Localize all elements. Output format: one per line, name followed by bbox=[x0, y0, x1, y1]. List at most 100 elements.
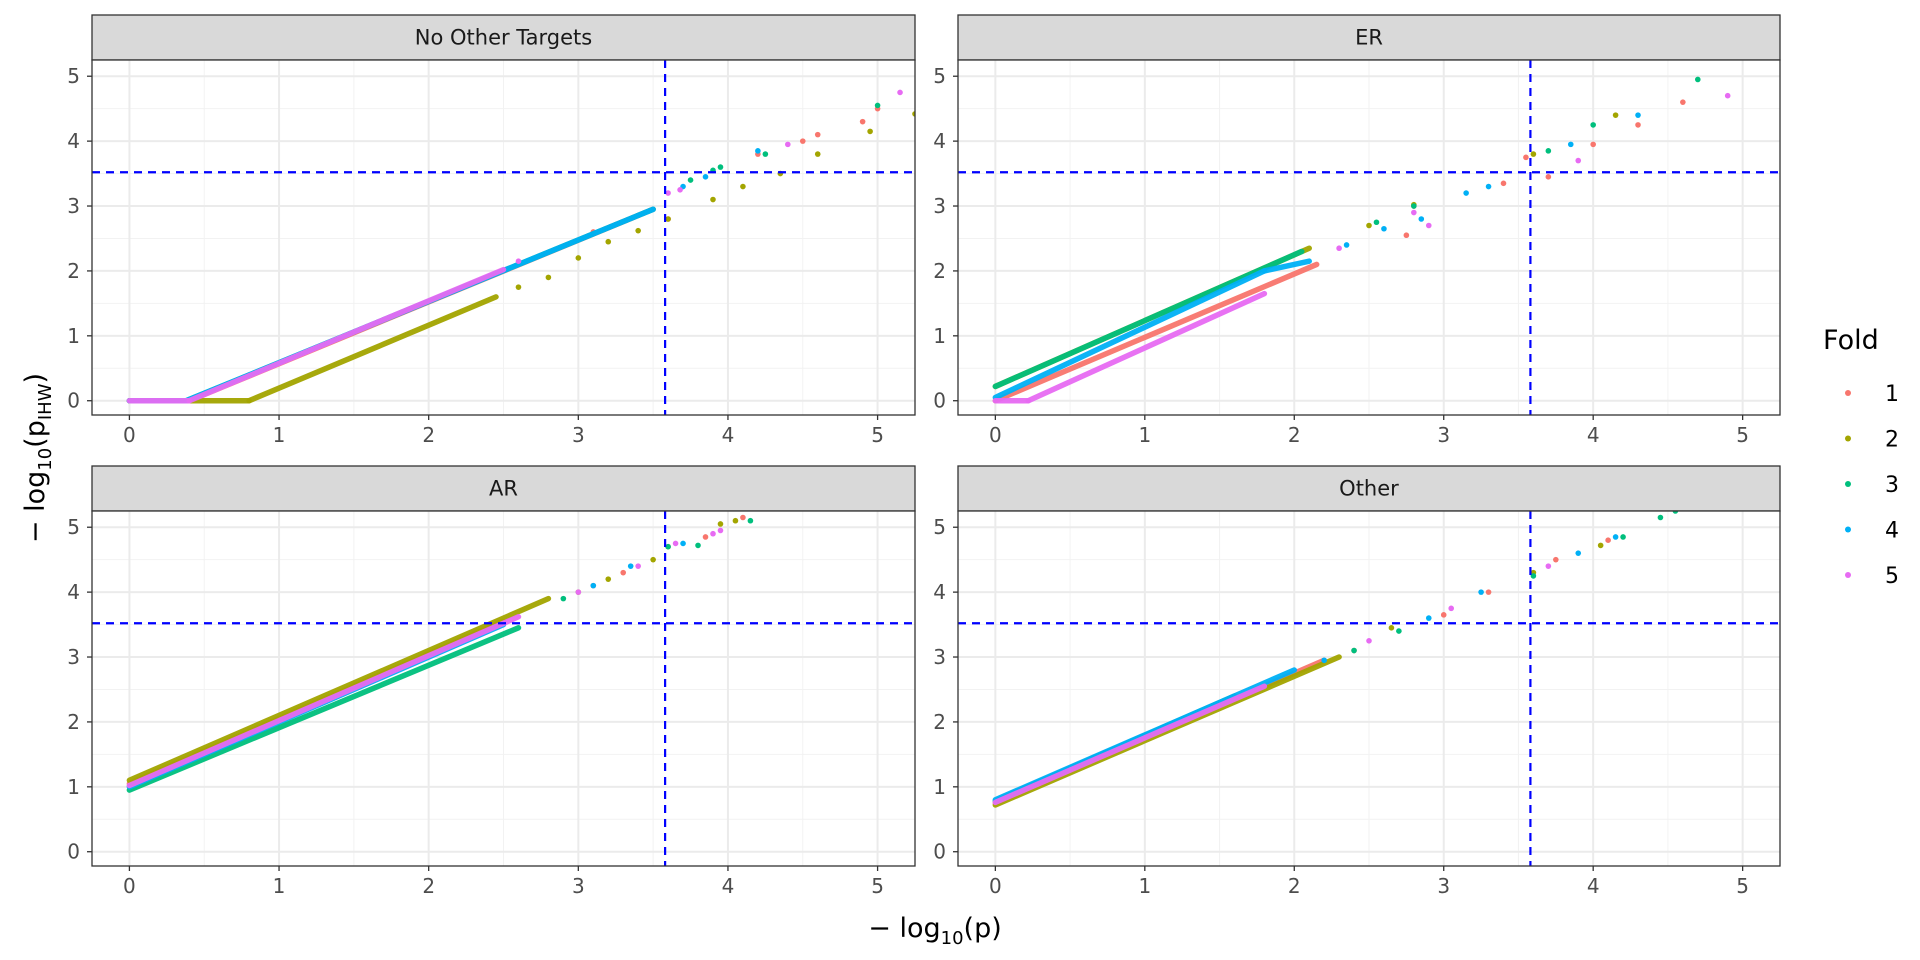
point-run-fold-5 bbox=[992, 683, 1268, 806]
y-axis-title-arg-open: (p bbox=[20, 420, 51, 448]
x-tick-label: 0 bbox=[123, 423, 136, 447]
data-point-fold-3 bbox=[1411, 203, 1417, 209]
legend-item: 4 bbox=[1845, 519, 1899, 544]
data-point-fold-2 bbox=[635, 227, 641, 234]
y-tick-label: 5 bbox=[67, 64, 80, 88]
point-run-fold-5 bbox=[1025, 290, 1268, 404]
data-point-fold-5 bbox=[710, 530, 716, 537]
data-point-fold-4 bbox=[590, 582, 597, 589]
data-point-fold-2 bbox=[605, 576, 612, 582]
data-point-fold-1 bbox=[799, 138, 806, 144]
data-point-fold-3 bbox=[874, 102, 881, 109]
data-point-fold-5 bbox=[515, 258, 522, 264]
data-layer bbox=[992, 76, 1731, 404]
point-run-fold-4 bbox=[992, 268, 1268, 401]
y-tick-label: 1 bbox=[933, 324, 946, 348]
data-point-fold-5 bbox=[1575, 157, 1582, 164]
data-point-fold-5 bbox=[672, 540, 679, 547]
data-point-fold-5 bbox=[635, 563, 641, 569]
facet-panel: ER 0 1 2 3 4 5 0 1 2 3 4 5 bbox=[933, 14, 1781, 447]
x-tick-label: 1 bbox=[1138, 874, 1151, 898]
y-tick-label: 1 bbox=[67, 775, 80, 799]
y-tick-label: 5 bbox=[67, 515, 80, 539]
y-tick-label: 3 bbox=[933, 645, 946, 669]
point-run-fold-1 bbox=[992, 261, 1320, 404]
x-tick-label: 4 bbox=[1587, 874, 1600, 898]
y-tick-label: 3 bbox=[67, 645, 80, 669]
data-point-fold-4 bbox=[627, 563, 634, 569]
data-point-fold-1 bbox=[1500, 180, 1507, 187]
y-tick-label: 0 bbox=[67, 389, 80, 413]
y-tick-label: 3 bbox=[933, 194, 946, 218]
data-point-fold-3 bbox=[1373, 219, 1380, 226]
x-tick-label: 1 bbox=[1138, 423, 1151, 447]
panel-border bbox=[91, 59, 916, 416]
data-point-fold-2 bbox=[650, 556, 656, 563]
x-axis-title: − log10(p) bbox=[868, 913, 1002, 949]
data-point-fold-4 bbox=[1321, 657, 1327, 664]
y-axis-title: − log10(pIHW) bbox=[20, 373, 56, 543]
data-point-fold-5 bbox=[717, 527, 724, 534]
data-point-fold-1 bbox=[1590, 141, 1596, 148]
y-axis-title-prefix: − log bbox=[20, 471, 51, 543]
facet-panel: AR 0 1 2 3 4 5 0 1 2 3 4 5 bbox=[67, 465, 916, 898]
data-point-fold-2 bbox=[912, 111, 915, 117]
facet-strip bbox=[91, 14, 916, 61]
x-axis-title-prefix: − log bbox=[868, 913, 940, 944]
data-point-fold-1 bbox=[859, 118, 866, 125]
facet-title: Other bbox=[1339, 477, 1399, 501]
data-point-fold-2 bbox=[717, 521, 724, 527]
data-point-fold-5 bbox=[677, 186, 683, 193]
legend-label: 3 bbox=[1885, 473, 1899, 498]
facet-title: ER bbox=[1355, 26, 1383, 50]
facet-strip bbox=[957, 465, 1781, 512]
x-tick-label: 2 bbox=[422, 423, 435, 447]
y-tick-label: 4 bbox=[933, 580, 946, 604]
y-tick-label: 4 bbox=[67, 129, 80, 153]
y-tick-label: 0 bbox=[67, 840, 80, 864]
x-tick-label: 2 bbox=[1288, 874, 1301, 898]
data-point-fold-1 bbox=[1553, 556, 1559, 563]
y-tick-label: 3 bbox=[67, 194, 80, 218]
y-axis-title-sub: 10 bbox=[35, 448, 56, 471]
data-point-fold-5 bbox=[665, 190, 671, 196]
data-point-fold-4 bbox=[702, 174, 709, 180]
data-point-fold-3 bbox=[695, 542, 701, 549]
legend-key bbox=[1845, 572, 1851, 578]
data-point-fold-1 bbox=[740, 514, 746, 521]
data-layer bbox=[126, 89, 915, 404]
data-point-fold-4 bbox=[1478, 589, 1484, 595]
point-run-fold-5 bbox=[186, 266, 507, 404]
facet-strip bbox=[957, 14, 1781, 61]
panel-group: No Other Targets 0 1 2 3 4 5 0 1 2 3 4 5 ER 0 1 2 3 4 5 0 1 2 3… bbox=[67, 14, 1781, 898]
data-point-fold-5 bbox=[1545, 563, 1552, 569]
y-tick-label: 1 bbox=[933, 775, 946, 799]
panel-border bbox=[957, 510, 1781, 867]
x-tick-label: 5 bbox=[1736, 423, 1749, 447]
data-point-fold-2 bbox=[575, 255, 582, 261]
x-tick-label: 1 bbox=[273, 423, 286, 447]
data-point-fold-1 bbox=[620, 569, 627, 576]
data-point-fold-3 bbox=[1672, 511, 1679, 514]
legend-label: 1 bbox=[1885, 382, 1899, 407]
data-point-fold-1 bbox=[814, 131, 821, 138]
data-point-fold-5 bbox=[897, 89, 903, 96]
y-tick-label: 4 bbox=[933, 129, 946, 153]
data-point-fold-4 bbox=[1575, 550, 1582, 556]
y-tick-label: 1 bbox=[67, 324, 80, 348]
data-point-fold-3 bbox=[1590, 122, 1596, 128]
data-point-fold-5 bbox=[1724, 92, 1731, 99]
data-point-fold-1 bbox=[1605, 537, 1611, 544]
x-tick-label: 5 bbox=[871, 423, 884, 447]
facet-title: AR bbox=[489, 477, 518, 501]
data-point-fold-2 bbox=[732, 517, 739, 524]
data-layer bbox=[992, 511, 1679, 808]
x-tick-label: 2 bbox=[1288, 423, 1301, 447]
legend-label: 4 bbox=[1885, 519, 1899, 544]
point-run-fold-2 bbox=[246, 294, 499, 404]
data-point-fold-2 bbox=[515, 284, 522, 290]
data-point-fold-3 bbox=[1657, 514, 1664, 521]
data-point-fold-2 bbox=[814, 151, 821, 157]
x-tick-label: 4 bbox=[722, 874, 735, 898]
